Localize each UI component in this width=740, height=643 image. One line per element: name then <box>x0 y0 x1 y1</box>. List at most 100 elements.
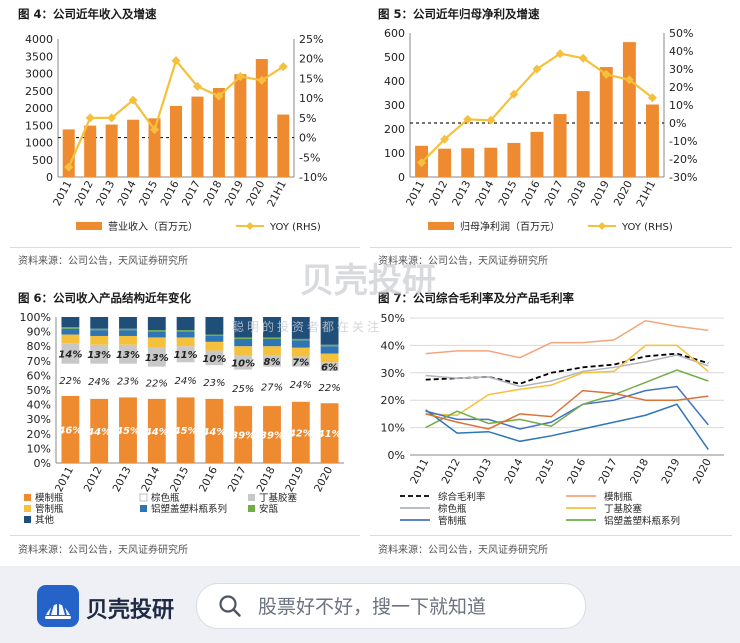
y-tick-label: 500 <box>384 51 405 64</box>
legend-label: 安瓿 <box>259 503 279 515</box>
brand-logo-icon[interactable] <box>37 585 79 627</box>
y2-tick-label: -30% <box>669 171 697 184</box>
bar <box>169 105 183 177</box>
x-tick-label: 2018 <box>566 179 589 208</box>
search-input[interactable] <box>196 583 586 629</box>
y-tick-label: 1500 <box>25 119 53 132</box>
x-tick-label: 2012 <box>82 465 105 494</box>
legend-bar-label: 营业收入（百万元） <box>108 220 198 233</box>
footer-brand-name[interactable]: 贝壳投研 <box>86 598 175 623</box>
stack-segment <box>291 347 310 357</box>
data-label: 41% <box>317 429 342 440</box>
data-label: 44% <box>144 427 169 438</box>
legend-label: 铝塑盖塑料瓶系列 <box>151 503 227 515</box>
search-icon[interactable] <box>218 594 242 618</box>
stack-segment <box>320 317 339 345</box>
fig7-title: 图 7：公司综合毛利率及分产品毛利率 <box>378 291 575 305</box>
y-tick-label: 100% <box>20 311 51 324</box>
divider <box>370 247 732 248</box>
y-tick-label: 2500 <box>25 85 53 98</box>
y-tick-label: 3500 <box>25 50 53 63</box>
stack-segment <box>291 338 310 341</box>
bar <box>507 142 521 177</box>
watermark-brand: 贝壳投研 <box>300 261 436 301</box>
yoy-point <box>440 134 450 144</box>
bar <box>234 74 247 177</box>
x-tick-label: 2014 <box>473 179 496 209</box>
y-tick-label: 3000 <box>25 68 53 81</box>
x-tick-label: 2019 <box>659 457 682 486</box>
x-tick-label: 2019 <box>283 465 306 494</box>
data-label: 46% <box>57 425 82 436</box>
data-label: 39% <box>260 431 284 442</box>
stack-segment <box>263 337 281 339</box>
data-label: 23% <box>203 378 225 389</box>
series-line <box>425 403 709 450</box>
data-label: 22% <box>318 383 340 394</box>
yoy-point <box>624 75 634 85</box>
stack-segment <box>147 337 166 348</box>
stack-segment <box>119 335 137 345</box>
bar <box>622 42 636 178</box>
legend-line-marker <box>598 222 606 230</box>
fig7-source: 资料来源：公司公告，天风证券研究所 <box>378 545 548 556</box>
stack-segment <box>61 327 80 329</box>
data-label: 6% <box>321 363 338 374</box>
legend-line-label: YOY (RHS) <box>269 222 321 233</box>
x-tick-label: 2018 <box>201 179 224 208</box>
yoy-point <box>532 64 542 74</box>
data-label: 22% <box>59 376 81 387</box>
bar <box>553 114 567 177</box>
stack-segment <box>234 346 253 355</box>
stack-segment <box>234 337 253 339</box>
legend-swatch <box>248 505 255 512</box>
y-tick-label: 70% <box>27 355 51 368</box>
bar <box>461 148 475 177</box>
data-label: 24% <box>88 377 110 388</box>
stack-segment <box>320 353 339 363</box>
watermark-tagline: 聪明的投资者都在关注 <box>232 320 383 334</box>
x-tick-label: 2014 <box>139 465 162 495</box>
data-label: 13% <box>87 350 111 361</box>
fig4-revenue-chart: 0 500 1000 1500 2000 2500 3000 3500 4000 -10% -5% 0… <box>25 33 327 233</box>
stack-segment <box>147 366 166 399</box>
y-tick-label: 2000 <box>25 102 53 115</box>
series-line <box>425 389 709 430</box>
y2-tick-label: -5% <box>299 151 320 164</box>
y2-tick-label: 10% <box>669 99 693 112</box>
legend-line-marker <box>246 222 254 230</box>
stack-segment <box>119 317 137 329</box>
x-tick-label: 2020 <box>312 465 335 494</box>
y-tick-label: 1000 <box>25 137 53 150</box>
yoy-point <box>555 49 565 59</box>
y2-tick-label: 10% <box>299 92 323 105</box>
stack-segment <box>176 330 195 332</box>
y2-tick-label: -10% <box>299 171 327 184</box>
y-tick-label: 50% <box>381 312 405 325</box>
stack-segment <box>205 365 224 399</box>
x-tick-label: 21H1 <box>634 179 658 209</box>
y-tick-label: 40% <box>381 339 405 352</box>
legend-label: 棕色瓶 <box>438 503 467 515</box>
x-tick-label: 2015 <box>496 179 519 208</box>
x-tick-label: 2020 <box>691 457 714 486</box>
stack-segment <box>147 331 166 338</box>
y2-tick-label: -20% <box>669 153 697 166</box>
bar <box>576 91 590 177</box>
y2-tick-label: 20% <box>299 53 323 66</box>
legend-label: 丁基胶塞 <box>259 492 298 504</box>
stack-segment <box>205 350 224 366</box>
x-tick-label: 2016 <box>520 179 543 209</box>
search-placeholder[interactable]: 股票好不好，搜一下就知道 <box>258 596 487 618</box>
x-tick-label: 2013 <box>94 179 117 208</box>
bar <box>105 124 118 177</box>
y-tick-label: 30% <box>381 367 405 380</box>
stack-segment <box>90 317 109 329</box>
x-tick-label: 2014 <box>116 179 139 209</box>
y2-tick-label: 0% <box>299 132 316 145</box>
yoy-point <box>463 114 473 124</box>
stack-segment <box>234 338 253 347</box>
y-tick-label: 4000 <box>25 33 53 46</box>
stack-segment <box>291 317 310 339</box>
stack-segment <box>205 335 224 342</box>
